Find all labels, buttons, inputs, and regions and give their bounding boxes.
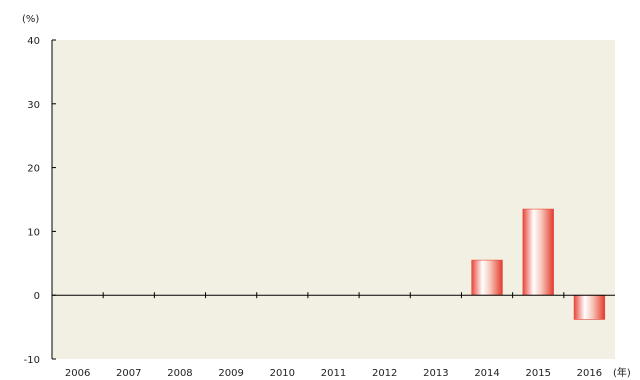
x-tick-label: 2015 [526, 368, 551, 379]
y-tick-label: 20 [27, 164, 40, 175]
y-tick-label: -10 [24, 355, 40, 366]
bar-2014 [471, 259, 503, 296]
y-tick-label: 10 [27, 227, 40, 238]
x-tick-label: 2016 [577, 368, 602, 379]
x-tick-label: 2011 [321, 368, 346, 379]
bar-2016 [573, 294, 606, 320]
bar-2015 [522, 208, 554, 296]
x-tick-label: 2010 [270, 368, 295, 379]
y-tick-label: 30 [27, 100, 40, 111]
x-tick-label: 2008 [167, 368, 192, 379]
x-tick-label: 2013 [423, 368, 448, 379]
x-tick-label: 2009 [218, 368, 243, 379]
y-unit-label: (%) [22, 14, 39, 25]
plot-area [52, 40, 615, 359]
x-axis: 2006 2007 2008 2009 2010 2011 2012 2013 2014 2015… [52, 292, 615, 379]
x-tick-label: 2014 [474, 368, 499, 379]
y-tick-label: 40 [27, 36, 40, 47]
x-unit-label: (年) [613, 366, 631, 379]
x-tick-label: 2006 [65, 368, 90, 379]
y-tick-label: 0 [34, 291, 40, 302]
x-tick-label: 2007 [116, 368, 141, 379]
x-tick-label: 2012 [372, 368, 397, 379]
y-axis: 40 30 20 10 0 -10 [24, 36, 56, 366]
